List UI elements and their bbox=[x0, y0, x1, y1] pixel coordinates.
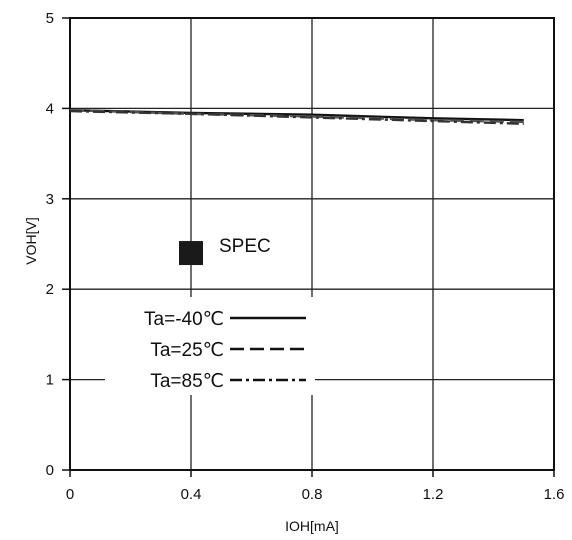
legend-label: Ta=85℃ bbox=[150, 371, 224, 392]
legend-background bbox=[105, 297, 315, 395]
series-line-1 bbox=[69, 109, 524, 124]
x-tick-label: 0 bbox=[66, 486, 74, 503]
x-tick-label: 0.4 bbox=[181, 486, 202, 503]
y-tick-label: 1 bbox=[46, 372, 54, 389]
legend-label: Ta=25℃ bbox=[150, 340, 224, 361]
grid bbox=[69, 17, 555, 471]
x-tick-label: 0.8 bbox=[302, 486, 323, 503]
y-tick-label: 3 bbox=[46, 191, 54, 208]
legend: Ta=-40℃ Ta=25℃ Ta=85℃ bbox=[105, 297, 315, 395]
spec-label: SPEC bbox=[219, 236, 271, 257]
y-tick-label: 4 bbox=[46, 100, 54, 117]
series-lines bbox=[69, 109, 524, 125]
spec-marker: SPEC bbox=[179, 236, 271, 266]
x-tick-label: 1.6 bbox=[544, 486, 565, 503]
y-tick-label: 2 bbox=[46, 281, 54, 298]
legend-label: Ta=-40℃ bbox=[144, 309, 224, 330]
y-tick-label: 5 bbox=[46, 10, 54, 27]
y-axis-label: VOH[V] bbox=[23, 217, 39, 264]
x-tick-labels: 0 0.4 0.8 1.2 1.6 bbox=[66, 470, 565, 503]
x-tick-label: 1.2 bbox=[423, 486, 444, 503]
y-tick-labels: 0 1 2 3 4 5 bbox=[46, 10, 70, 479]
series-line-2 bbox=[69, 109, 524, 125]
x-axis-label: IOH[mA] bbox=[285, 518, 339, 534]
spec-point bbox=[179, 241, 203, 266]
y-tick-label: 0 bbox=[46, 462, 54, 479]
